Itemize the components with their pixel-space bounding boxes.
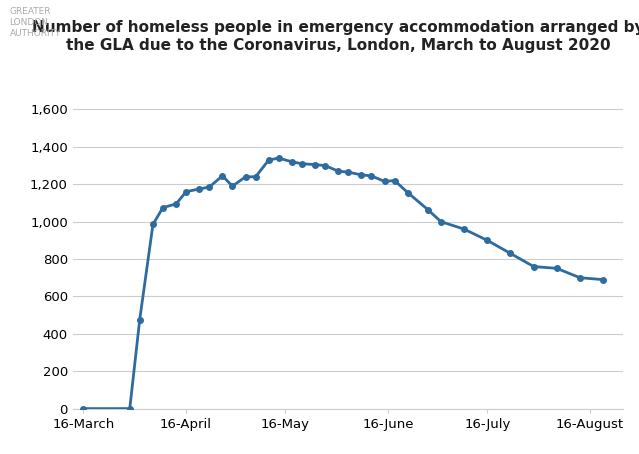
Text: GREATER
LONDON
AUTHORITY: GREATER LONDON AUTHORITY	[10, 7, 61, 38]
Text: Number of homeless people in emergency accommodation arranged by
the GLA due to : Number of homeless people in emergency a…	[33, 20, 639, 53]
